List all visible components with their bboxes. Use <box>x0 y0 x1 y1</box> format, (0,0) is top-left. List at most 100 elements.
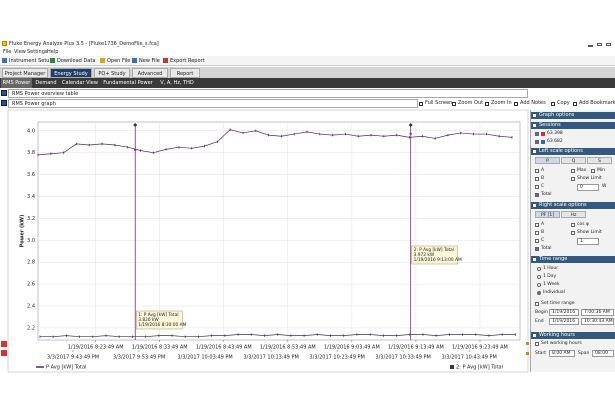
scale-option-label[interactable]: Show Limit <box>577 176 602 181</box>
subtab[interactable]: Demand <box>35 80 57 86</box>
panel-header[interactable]: Left scale options <box>531 148 615 155</box>
session-color <box>541 132 545 136</box>
tab[interactable]: Report <box>170 68 200 78</box>
scale-check-label[interactable]: C <box>541 184 545 189</box>
scale-check-label[interactable]: B <box>541 230 545 235</box>
toolbar-button[interactable]: New File <box>139 58 160 64</box>
scale-check-label[interactable]: C <box>541 238 545 243</box>
scale-tab[interactable]: PF [1] <box>535 211 560 218</box>
scale-check-label[interactable]: B <box>541 176 545 181</box>
window-control[interactable] <box>606 43 611 46</box>
menu-item[interactable]: View <box>14 49 26 55</box>
scale-tab[interactable]: Hz <box>561 211 586 218</box>
panel-header[interactable]: Right scale options <box>531 202 615 209</box>
scale-tab[interactable]: Q <box>561 157 586 164</box>
end-date[interactable]: 1/19/2016 <box>549 318 579 325</box>
scale-option-box[interactable] <box>571 231 575 235</box>
section-title[interactable]: RMS Power overview table <box>8 89 528 98</box>
scale-check-label[interactable]: A <box>541 222 545 227</box>
toolbar-button[interactable]: Download Data <box>57 58 96 64</box>
scale-check-box[interactable] <box>535 169 539 173</box>
toolbar-icon <box>50 58 55 63</box>
begin-time[interactable]: 7:00:36 AM <box>581 309 614 316</box>
x2-tick-label: 3/3/2017 10:43:49 PM <box>441 355 496 361</box>
menu-item[interactable]: Help <box>47 49 59 55</box>
subtab[interactable]: Fundamental Power <box>103 80 153 86</box>
expander-icon[interactable] <box>1 100 7 106</box>
scale-check-label[interactable]: Total <box>541 192 552 197</box>
limit-input[interactable]: 1 <box>577 238 599 245</box>
graph-tool-button[interactable]: Zoom In <box>491 100 512 106</box>
scale-check-box[interactable] <box>535 231 539 235</box>
graph-tool-button[interactable]: Copy <box>557 100 570 106</box>
end-time[interactable]: 10:30:43 AM <box>581 318 614 325</box>
set-working-hours-box[interactable] <box>535 342 539 346</box>
scale-check-box[interactable] <box>535 193 539 197</box>
range-radio-box[interactable] <box>537 267 541 271</box>
scale-option-box[interactable] <box>571 223 575 227</box>
section-title[interactable]: RMS Power graph <box>8 99 418 108</box>
scale-check-label[interactable]: A <box>541 168 545 173</box>
range-radio-label[interactable]: Individual <box>543 290 565 295</box>
set-time-range-label[interactable]: Set time range <box>541 301 575 306</box>
scale-option-box[interactable] <box>591 169 595 173</box>
session-label[interactable]: 63.682 <box>547 139 563 144</box>
subtab[interactable]: RMS Power <box>1 78 32 88</box>
scale-option-label[interactable]: cos φ <box>577 222 589 227</box>
begin-date[interactable]: 1/19/2016 <box>549 309 579 316</box>
window-control[interactable] <box>597 43 602 46</box>
scale-option-label[interactable]: Min <box>597 168 605 173</box>
graph-tool-button[interactable]: Full Screen <box>425 100 453 106</box>
graph-tool-button[interactable]: Add Bookmark <box>579 100 615 106</box>
range-radio-box[interactable] <box>537 275 541 279</box>
scale-check-box[interactable] <box>535 247 539 251</box>
cursor-point <box>409 132 412 136</box>
panel-header[interactable]: Sessions <box>531 122 615 129</box>
session-label[interactable]: 63.398 <box>547 131 563 136</box>
range-radio-box[interactable] <box>537 291 541 295</box>
scale-option-box[interactable] <box>571 169 575 173</box>
session-check[interactable] <box>535 132 539 136</box>
scale-option-label[interactable]: Show Limit <box>577 230 602 235</box>
menu-item[interactable]: Settings <box>27 49 48 55</box>
range-radio-label[interactable]: 1 Day <box>543 274 557 279</box>
tab[interactable]: PQ+ Study <box>94 68 130 78</box>
expander-icon[interactable] <box>1 90 7 96</box>
scale-tab[interactable]: P <box>535 157 560 164</box>
scale-check-box[interactable] <box>535 223 539 227</box>
start-input[interactable]: 8:00 AM <box>549 350 575 357</box>
subtab[interactable]: Calendar View <box>62 80 98 86</box>
range-radio-box[interactable] <box>537 283 541 287</box>
menu-item[interactable]: File <box>3 49 12 55</box>
graph-tool-button[interactable]: Add Notes <box>520 100 546 106</box>
toolbar-button[interactable]: Open File <box>107 58 131 64</box>
data-point <box>277 333 279 336</box>
scale-check-label[interactable]: Total <box>541 246 552 251</box>
limit-input[interactable]: 0 <box>577 184 599 191</box>
session-check[interactable] <box>535 140 539 144</box>
tabs-bg <box>0 67 615 78</box>
graph-tool-button[interactable]: Zoom Out <box>458 100 484 106</box>
range-radio-label[interactable]: 1 Hour <box>543 266 559 271</box>
subtab[interactable]: V, A, Hz, THD <box>160 80 194 86</box>
toolbar-button[interactable]: Instrument Setup <box>9 58 53 64</box>
window-control[interactable] <box>588 45 593 47</box>
scale-check-box[interactable] <box>535 177 539 181</box>
panel-header[interactable]: Time range <box>531 256 615 263</box>
span-input[interactable]: 08:00 <box>592 350 614 357</box>
set-working-hours-label[interactable]: Set working hours <box>541 341 582 346</box>
data-point <box>356 333 358 336</box>
scale-option-label[interactable]: Max <box>577 168 587 173</box>
toolbar-button[interactable]: Export Report <box>170 58 205 64</box>
panel-header[interactable]: Graph options <box>531 112 615 119</box>
scale-check-box[interactable] <box>535 239 539 243</box>
panel-header[interactable]: Working hours <box>531 332 615 339</box>
tab[interactable]: Energy Study <box>50 68 92 78</box>
scale-tab[interactable]: S <box>587 157 612 164</box>
range-radio-label[interactable]: 1 Week <box>543 282 560 287</box>
tab[interactable]: Project Manager <box>2 68 48 78</box>
scale-option-box[interactable] <box>571 177 575 181</box>
scale-check-box[interactable] <box>535 185 539 189</box>
set-time-range-box[interactable] <box>535 302 539 306</box>
tab[interactable]: Advanced <box>132 68 168 78</box>
